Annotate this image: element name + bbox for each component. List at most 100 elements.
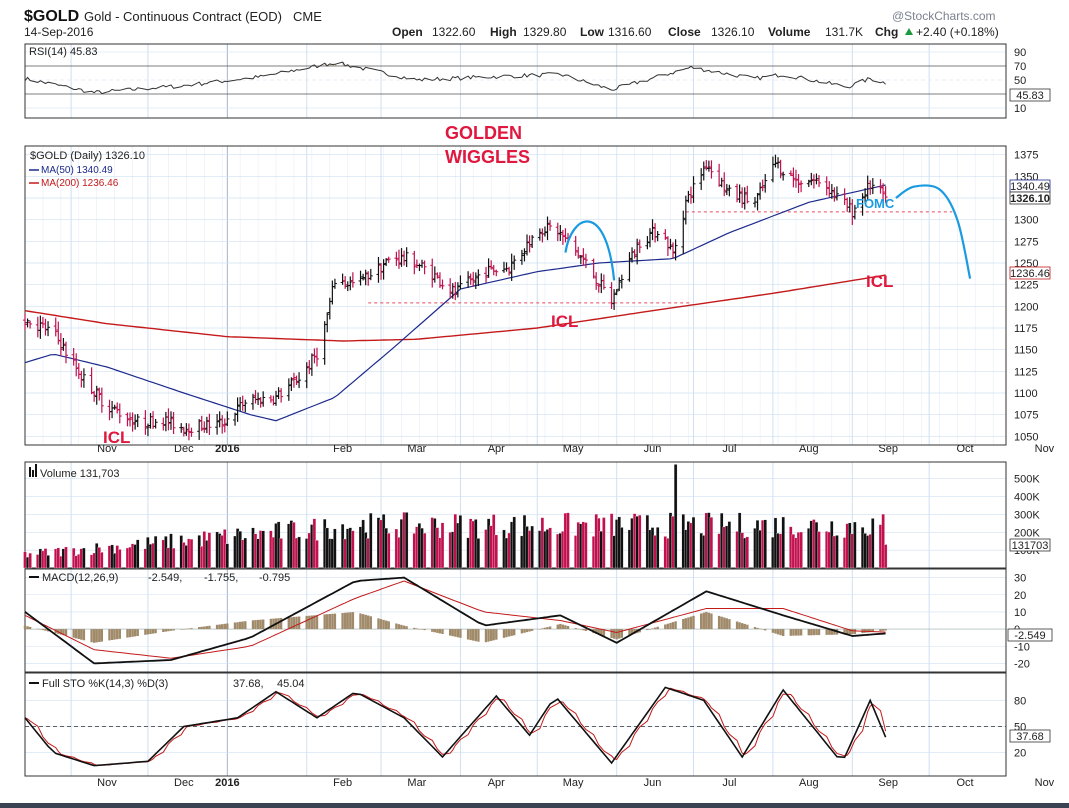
price-bar — [770, 156, 775, 183]
macd-histogram-bar — [387, 621, 390, 630]
price-bar — [868, 180, 873, 195]
price-bar — [573, 235, 578, 256]
price-bar — [417, 263, 422, 271]
price-bar — [71, 348, 76, 366]
macd-histogram-bar — [423, 629, 426, 631]
volume-bar — [82, 547, 86, 569]
price-bar — [799, 180, 804, 193]
macd-histogram-bar — [110, 629, 114, 640]
macd-histogram-bar — [323, 614, 326, 630]
macd-histogram-bar — [190, 628, 193, 629]
macd-histogram-bar — [556, 624, 559, 630]
macd-histogram-bar — [510, 629, 513, 636]
price-bar — [112, 404, 117, 410]
price-bar — [501, 261, 506, 273]
low-value: 1316.60 — [608, 25, 652, 39]
volume-bars — [23, 464, 888, 569]
price-tick: 1050 — [1014, 431, 1038, 443]
macd-histogram-bar — [223, 623, 226, 630]
price-tick: 1125 — [1014, 366, 1038, 378]
volume-bar — [727, 521, 732, 569]
month-label: Oct — [956, 777, 973, 789]
price-bar — [842, 188, 847, 206]
volume-bar — [118, 549, 122, 569]
price-bar — [525, 234, 530, 256]
volume-tick: 400K — [1014, 492, 1040, 504]
month-label: Sep — [878, 777, 898, 789]
macd-histogram-bar — [459, 629, 462, 638]
volume-bar — [279, 538, 283, 569]
macd-histogram-bar — [313, 615, 316, 630]
macd-histogram-bar — [54, 629, 57, 634]
macd-histogram-bar — [484, 629, 488, 643]
price-bar — [663, 229, 668, 240]
rsi-tick: 50 — [1014, 75, 1026, 87]
macd-histogram-bar — [833, 629, 836, 635]
price-bar — [330, 280, 335, 305]
price-bar — [596, 283, 601, 293]
golden-wiggle-arc — [564, 220, 616, 281]
price-bar — [430, 258, 435, 288]
macd-histogram-bar — [490, 629, 493, 641]
price-bar — [220, 415, 225, 434]
macd-histogram-bar — [116, 629, 119, 640]
price-frame — [24, 145, 1007, 446]
price-bar — [466, 271, 471, 288]
price-bar — [717, 163, 722, 187]
macd-histogram-bar — [256, 619, 260, 630]
price-bar — [186, 423, 191, 441]
volume-bar — [512, 516, 516, 569]
month-label: Jun — [644, 777, 662, 789]
price-bar — [130, 412, 135, 432]
macd-histogram-bar — [385, 620, 388, 630]
ma200-legend-label: MA(200) 1236.46 — [41, 178, 119, 189]
macd-histogram-bar — [269, 618, 273, 630]
volume-bar — [871, 518, 875, 569]
volume-panel: Volume 131,703 500K400K300K200K100K 1317… — [23, 464, 1051, 569]
price-bar — [376, 256, 381, 283]
price-bar — [632, 249, 637, 259]
price-bar — [522, 248, 527, 262]
macd-histogram-bar — [369, 616, 372, 630]
macd-histogram-bar — [118, 629, 121, 639]
price-bar — [852, 204, 857, 220]
volume-bar — [28, 552, 32, 569]
macd-histogram-bar — [812, 629, 816, 636]
price-bar — [314, 347, 319, 367]
price-bar — [256, 392, 261, 406]
volume-value-box — [1009, 538, 1051, 552]
macd-histogram-bar — [756, 627, 759, 629]
macd-histogram-bar — [108, 629, 111, 641]
macd-histogram-bar — [308, 615, 311, 630]
price-bar — [238, 397, 243, 412]
price-bar — [294, 375, 299, 385]
price-bar — [268, 395, 273, 403]
macd-histogram-bar — [612, 629, 616, 639]
price-bar — [824, 176, 829, 196]
ma200-line — [24, 274, 886, 342]
macd-histogram-bar — [541, 628, 544, 629]
price-bar — [793, 169, 798, 188]
price-bar — [484, 266, 489, 283]
macd-line — [24, 576, 886, 665]
macd-histogram-bar — [728, 619, 731, 630]
macd-value: -2.549, — [148, 572, 182, 584]
price-bar — [348, 276, 353, 291]
ma200-value-box — [1009, 266, 1051, 280]
macd-histogram-bar — [361, 614, 365, 630]
price-tick: 1300 — [1014, 215, 1038, 227]
macd-histogram-bar — [46, 629, 50, 632]
price-bar — [635, 238, 640, 265]
macd-histogram-bar — [93, 629, 96, 643]
price-bar — [809, 172, 814, 186]
price-bar — [512, 255, 517, 270]
macd-histogram-bar — [525, 629, 529, 633]
macd-histogram-bar — [577, 628, 580, 630]
macd-histogram-bar — [815, 629, 818, 636]
price-bar — [699, 168, 704, 190]
open-value: 1322.60 — [432, 25, 476, 39]
macd-histogram-bar — [771, 629, 775, 633]
price-bar — [796, 174, 801, 194]
price-bar — [181, 426, 186, 437]
